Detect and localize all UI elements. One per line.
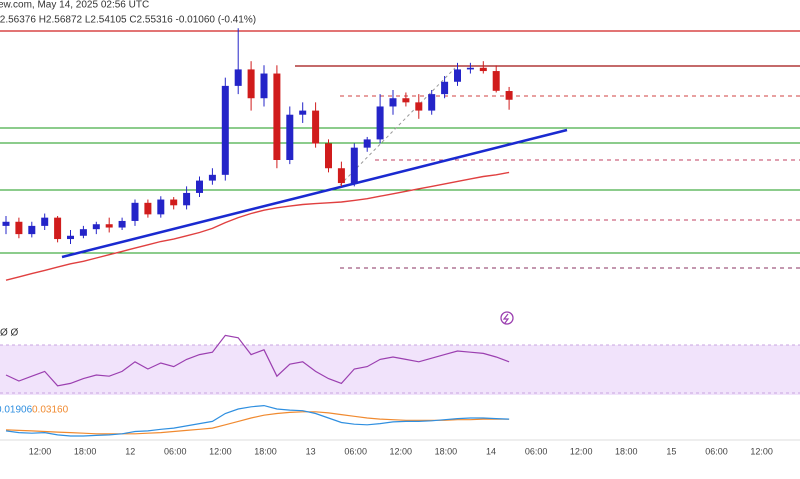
candle-body: [28, 225, 36, 235]
candle-body: [428, 94, 436, 111]
x-tick-label: 12:00: [29, 446, 52, 456]
x-tick-label: 12:00: [750, 446, 773, 456]
candle-body: [350, 147, 358, 184]
x-tick-label: 12:00: [390, 446, 413, 456]
candle-body: [376, 106, 384, 140]
x-tick-label: 12:00: [209, 446, 232, 456]
candle-body: [118, 220, 126, 228]
candle-body: [286, 114, 294, 160]
candle-body: [273, 73, 281, 160]
candle-body: [2, 221, 10, 226]
annotations: [0, 30, 800, 441]
candle-body: [67, 235, 74, 240]
x-tick-label: 12: [125, 446, 135, 456]
candle-body: [454, 69, 461, 82]
x-tick-label: 12:00: [570, 446, 593, 456]
moving-average-line: [5, 171, 510, 281]
candle-body: [157, 199, 165, 215]
candle-body: [144, 202, 152, 215]
candle-body: [92, 224, 100, 230]
candle-body: [337, 168, 345, 184]
x-tick-label: 14: [486, 446, 496, 456]
x-tick-label: 18:00: [74, 446, 97, 456]
candle-body: [466, 67, 474, 70]
candle-body: [79, 229, 87, 236]
x-tick-label: 06:00: [344, 446, 367, 456]
x-tick-label: 18:00: [435, 446, 458, 456]
x-tick-label: 06:00: [705, 446, 728, 456]
candle-body: [492, 71, 500, 91]
candle-body: [234, 69, 242, 86]
x-tick-label: 18:00: [615, 446, 638, 456]
x-tick-label: 15: [666, 446, 676, 456]
candle-body: [54, 217, 62, 240]
candle-body: [196, 180, 203, 193]
candle-body: [505, 91, 513, 100]
candle-body: [183, 192, 191, 206]
rsi-line: [5, 334, 510, 387]
candle-body: [105, 224, 113, 228]
candle-body: [41, 217, 49, 226]
rsi-label: Ø Ø: [0, 328, 19, 339]
x-tick-label: 06:00: [525, 446, 548, 456]
candle-body: [312, 110, 320, 144]
candle-body: [441, 81, 449, 95]
x-tick-label: 13: [306, 446, 316, 456]
candle-body: [479, 67, 487, 72]
candle-body: [389, 98, 397, 107]
candle-body: [15, 221, 23, 235]
candle-body: [247, 69, 255, 99]
candle-body: [325, 143, 332, 169]
rsi-band: [0, 345, 800, 395]
candle-body: [170, 199, 178, 206]
candle-body: [131, 202, 139, 221]
candle-body: [221, 85, 229, 175]
icon: [502, 313, 510, 324]
signal-line: [5, 411, 510, 435]
header-ohlc: O2.56376 H2.56872 L2.54105 C2.55316 -0.0…: [0, 15, 256, 26]
x-tick-label: 06:00: [164, 446, 187, 456]
candle-body: [402, 98, 410, 103]
candle-body: [208, 174, 216, 181]
macd-label: 0.01906: [0, 405, 33, 416]
signal-label: 0.03160: [32, 405, 69, 416]
icon: [500, 311, 514, 325]
candle-body: [415, 102, 423, 111]
header-source: ew.com, May 14, 2025 02:56 UTC: [0, 0, 149, 11]
macd-line: [5, 404, 510, 437]
trend-line: [61, 128, 568, 259]
candle-body: [299, 110, 307, 115]
x-tick-label: 18:00: [254, 446, 277, 456]
candle-body: [363, 139, 371, 148]
candle-body: [260, 73, 268, 99]
